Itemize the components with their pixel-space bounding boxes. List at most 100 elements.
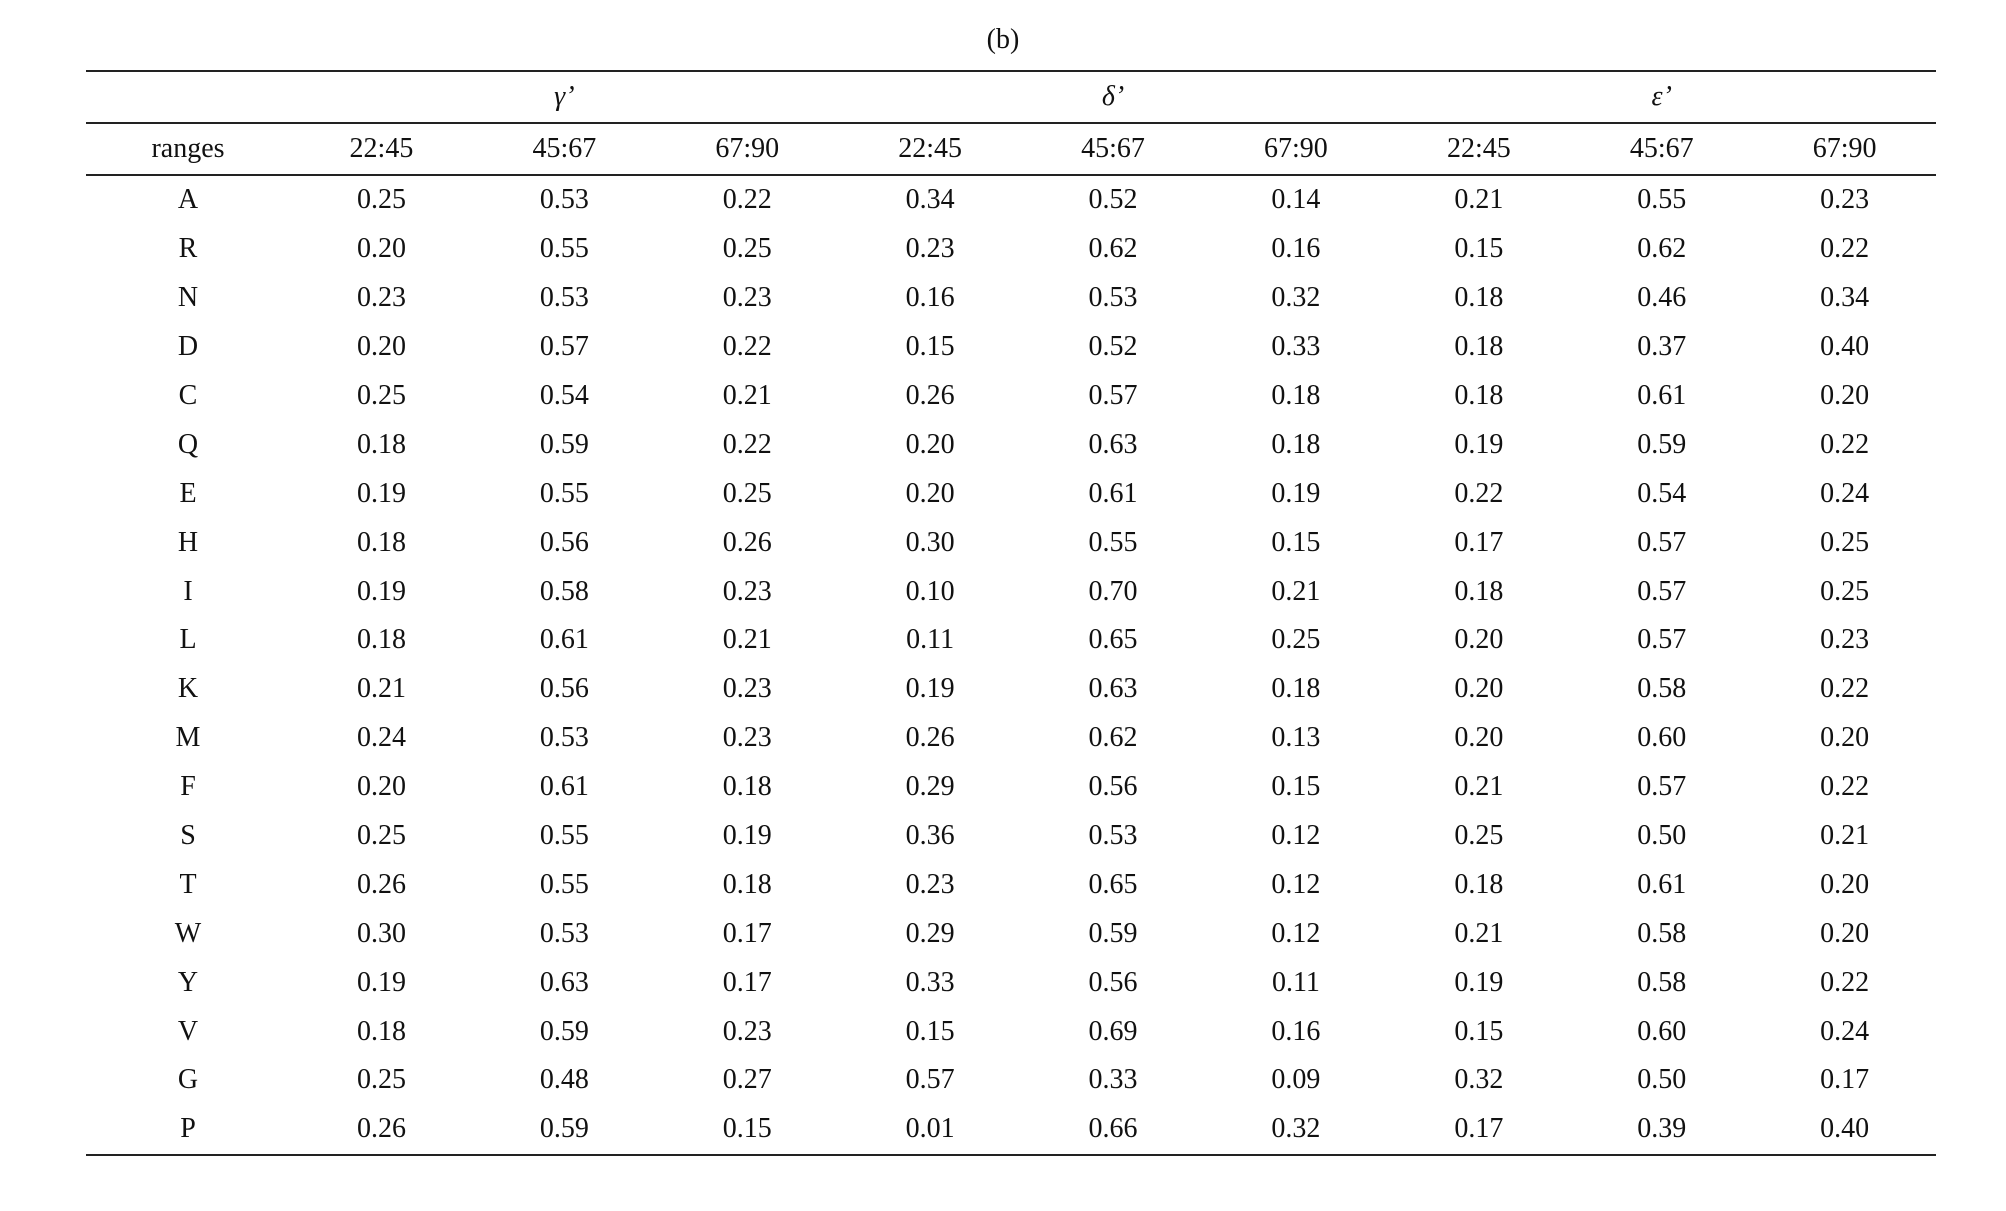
value-cell: 0.24 (1820, 1015, 1870, 1047)
value-cell: 0.17 (1820, 1064, 1870, 1096)
value-cell: 0.21 (1454, 184, 1504, 216)
value-cell: 0.22 (722, 184, 772, 216)
table-row: V 0.18 0.59 0.23 0.15 0.69 0.16 0.15 0.60 0.24 (86, 1007, 1936, 1056)
row-label-cell: N (177, 282, 199, 314)
value-cell: 0.65 (1088, 624, 1138, 656)
group-header-row: γ’ δ’ ε’ (86, 70, 1937, 124)
value-cell: 0.56 (539, 526, 589, 558)
value-cell: 0.15 (1271, 526, 1321, 558)
value-cell: 0.26 (722, 526, 772, 558)
value-cell: 0.27 (722, 1064, 772, 1096)
value-cell: 0.53 (539, 917, 589, 949)
value-cell: 0.24 (356, 722, 406, 754)
value-cell: 0.11 (1271, 966, 1320, 998)
value-cell: 0.37 (1637, 331, 1687, 363)
value-cell: 0.56 (1088, 966, 1138, 998)
row-label-cell: A (177, 184, 199, 216)
column-header-range: 45:67 (472, 123, 656, 176)
value-cell: 0.01 (838, 1104, 1022, 1156)
value-cell: 0.63 (1088, 673, 1138, 705)
value-cell: 0.20 (1820, 722, 1870, 754)
table-row: H 0.18 0.56 0.26 0.30 0.55 0.15 0.17 0.57 0.25 (86, 518, 1936, 567)
table-row: W 0.30 0.53 0.17 0.29 0.59 0.12 0.21 0.58 0.20 (86, 909, 1936, 958)
value-cell: 0.17 (1454, 526, 1504, 558)
value-cell: 0.19 (356, 477, 406, 509)
value-cell: 0.25 (722, 477, 772, 509)
value-cell: 0.61 (539, 771, 589, 803)
value-cell: 0.61 (539, 624, 589, 656)
value-cell: 0.70 (1088, 575, 1138, 607)
row-label-cell: Q (177, 428, 199, 460)
value-cell: 0.59 (539, 1015, 589, 1047)
value-cell: 0.54 (539, 380, 589, 411)
data-table: γ’ δ’ ε’ ranges 22:45 45:67 67:90 22:45 45:67… (86, 70, 1937, 1156)
value-cell: 0.58 (1637, 966, 1687, 998)
value-cell: 0.25 (356, 184, 406, 216)
value-cell: 0.17 (722, 966, 772, 998)
value-cell: 0.21 (356, 673, 406, 705)
value-cell: 0.16 (1271, 1015, 1321, 1047)
value-cell: 0.22 (1820, 771, 1870, 803)
row-label-cell: D (177, 331, 199, 363)
row-label-cell: K (177, 673, 199, 705)
value-cell: 0.18 (1454, 282, 1504, 314)
value-cell: 0.33 (1271, 331, 1321, 363)
value-cell: 0.12 (1271, 868, 1321, 900)
value-cell: 0.61 (1637, 868, 1687, 900)
value-cell: 0.25 (356, 820, 406, 852)
value-cell: 0.25 (356, 1064, 406, 1096)
value-cell: 0.21 (1271, 575, 1321, 607)
value-cell: 0.40 (1820, 331, 1870, 363)
value-cell: 0.18 (722, 868, 772, 900)
value-cell: 0.33 (1088, 1064, 1138, 1096)
value-cell: 0.69 (1088, 1015, 1138, 1047)
value-cell: 0.57 (1637, 624, 1687, 656)
value-cell: 0.20 (1454, 673, 1504, 705)
value-cell: 0.11 (906, 624, 955, 656)
value-cell: 0.22 (722, 428, 772, 460)
value-cell: 0.15 (1454, 1015, 1504, 1047)
value-cell: 0.29 (905, 917, 955, 949)
value-cell: 0.61 (1088, 477, 1138, 509)
value-cell: 0.57 (905, 1064, 955, 1096)
value-cell: 0.25 (1820, 526, 1870, 558)
value-cell: 0.21 (722, 624, 772, 656)
value-cell: 0.59 (1637, 428, 1687, 460)
column-header-range: 22:45 (290, 123, 473, 176)
value-cell: 0.30 (356, 917, 406, 949)
value-cell: 0.57 (1088, 380, 1138, 411)
value-cell: 0.09 (1271, 1064, 1321, 1096)
value-cell: 0.32 (1204, 1104, 1388, 1156)
table-row: R 0.20 0.55 0.25 0.23 0.62 0.16 0.15 0.62 0.22 (86, 225, 1936, 274)
row-label-cell: F (180, 771, 196, 803)
column-header-range: 45:67 (1570, 123, 1754, 176)
value-cell: 0.21 (722, 380, 772, 411)
table-row: M 0.24 0.53 0.23 0.26 0.62 0.13 0.20 0.60 0.20 (86, 714, 1936, 763)
value-cell: 0.63 (539, 966, 589, 998)
column-header-row: ranges 22:45 45:67 67:90 22:45 45:67 67:90 22:4… (86, 123, 1937, 176)
value-cell: 0.53 (539, 184, 589, 216)
value-cell: 0.19 (722, 820, 772, 852)
value-cell: 0.20 (905, 428, 955, 460)
value-cell: 0.22 (1820, 233, 1870, 265)
value-cell: 0.18 (1271, 673, 1321, 705)
value-cell: 0.18 (1454, 575, 1504, 607)
table-row: P 0.26 0.59 0.15 0.01 0.66 0.32 0.17 0.39 0.40 (86, 1104, 1937, 1156)
value-cell: 0.61 (1637, 380, 1687, 411)
value-cell: 0.62 (1637, 233, 1687, 265)
value-cell: 0.54 (1637, 477, 1687, 509)
value-cell: 0.23 (356, 282, 406, 314)
value-cell: 0.25 (1271, 624, 1321, 656)
value-cell: 0.19 (1271, 477, 1321, 509)
value-cell: 0.50 (1637, 820, 1687, 852)
value-cell: 0.20 (1454, 722, 1504, 754)
value-cell: 0.23 (1820, 624, 1870, 656)
value-cell: 0.20 (356, 233, 406, 265)
row-label-cell: S (180, 820, 196, 852)
value-cell: 0.17 (722, 917, 772, 949)
value-cell: 0.60 (1637, 1015, 1687, 1047)
row-label-cell: C (178, 380, 198, 411)
value-cell: 0.60 (1637, 722, 1687, 754)
value-cell: 0.20 (1820, 868, 1870, 900)
value-cell: 0.62 (1088, 722, 1138, 754)
